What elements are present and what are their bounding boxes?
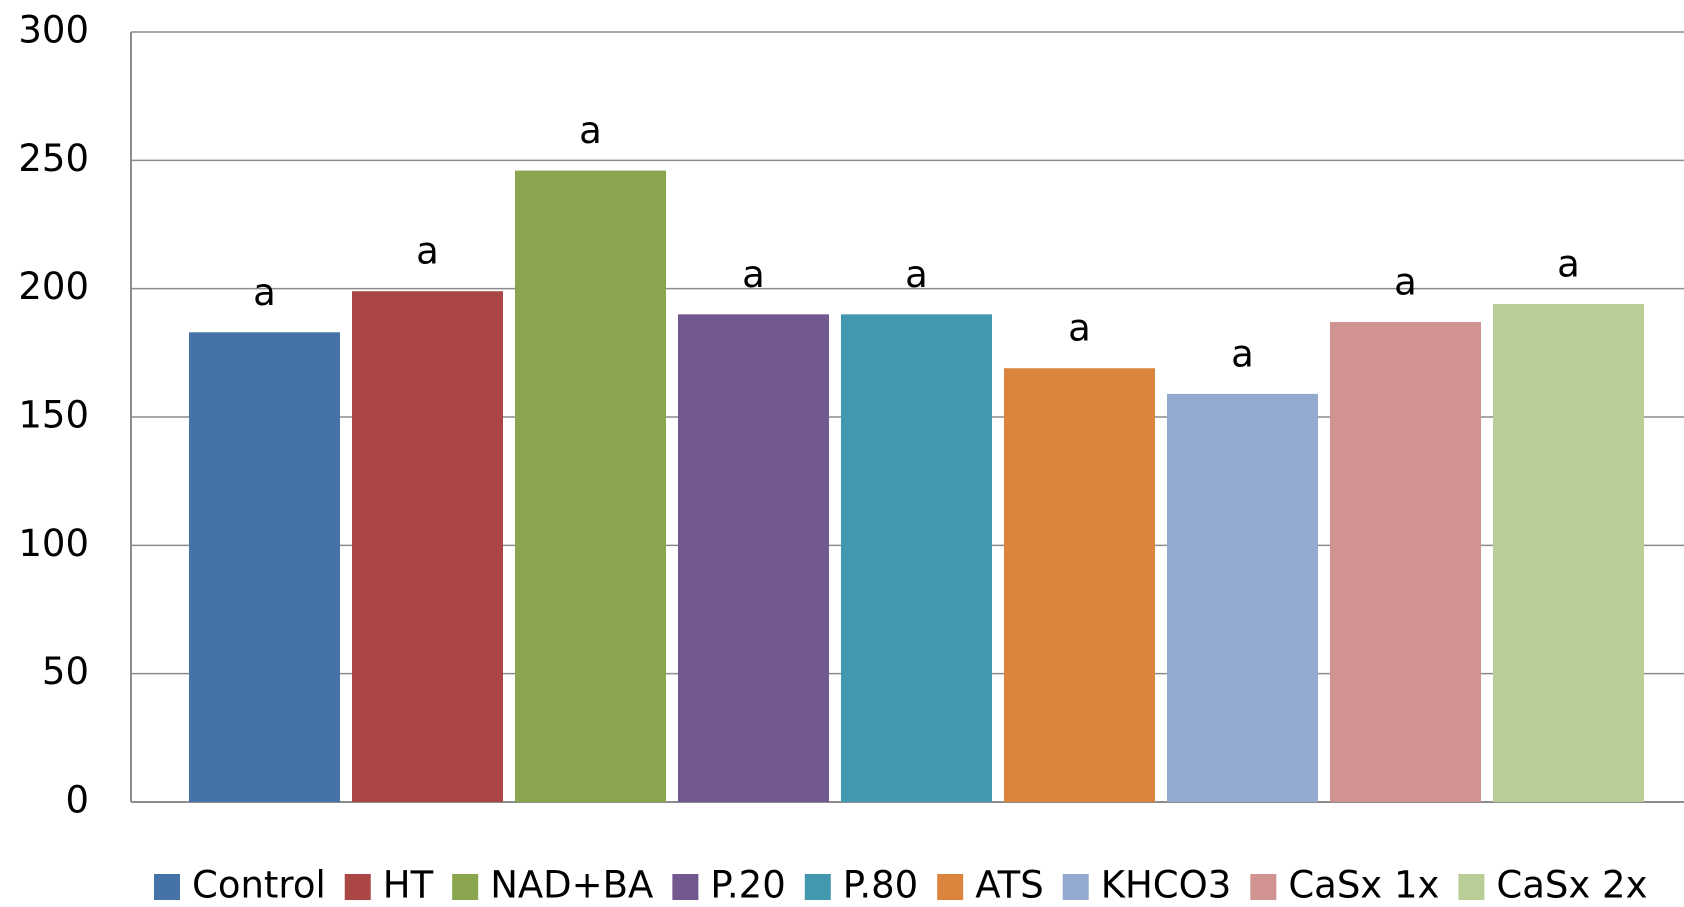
annotation: a <box>1557 243 1580 286</box>
legend-swatch <box>937 874 964 900</box>
y-tick-label: 100 <box>18 522 89 565</box>
annotation: a <box>579 109 602 152</box>
annotation: a <box>905 253 928 296</box>
legend-swatch <box>154 874 180 900</box>
y-tick-label: 50 <box>42 650 89 693</box>
legend-label: KHCO3 <box>1101 864 1232 907</box>
bar <box>352 291 503 802</box>
legend-swatch <box>344 874 371 900</box>
legend-label: P.80 <box>843 864 918 907</box>
legend-swatch <box>804 874 831 900</box>
legend-swatch <box>452 874 479 900</box>
legend-label: CaSx 2x <box>1496 864 1647 907</box>
y-tick-label: 200 <box>18 265 89 308</box>
legend-swatch <box>1250 874 1277 900</box>
legend-label: ATS <box>975 864 1044 907</box>
legend-swatch <box>1062 874 1089 900</box>
bar <box>1493 304 1644 802</box>
legend-label: P.20 <box>710 864 785 907</box>
annotation: a <box>253 271 276 314</box>
annotation: a <box>1394 261 1417 304</box>
y-tick-label: 150 <box>18 394 89 437</box>
annotation: a <box>416 230 439 273</box>
legend-label: CaSx 1x <box>1288 864 1439 907</box>
bar <box>841 314 992 802</box>
y-tick-label: 0 <box>65 779 89 822</box>
bar <box>1330 322 1481 802</box>
bar <box>189 332 340 802</box>
bar <box>515 170 666 803</box>
bar <box>1167 393 1318 802</box>
annotation: a <box>1231 332 1254 375</box>
legend-swatch <box>672 874 699 900</box>
annotation: a <box>1068 307 1091 350</box>
bar <box>678 314 829 802</box>
legend-label: Control <box>192 864 326 907</box>
y-tick-label: 250 <box>18 137 89 180</box>
y-tick-label: 300 <box>18 9 89 52</box>
legend-label: NAD+BA <box>490 864 653 907</box>
annotation: a <box>742 253 765 296</box>
legend-swatch <box>1458 874 1485 900</box>
bar <box>1004 368 1155 802</box>
legend-label: HT <box>383 864 434 907</box>
